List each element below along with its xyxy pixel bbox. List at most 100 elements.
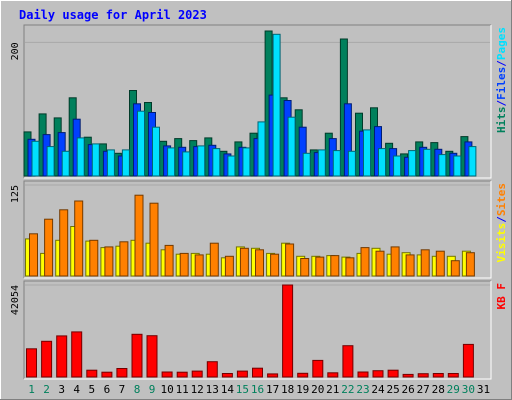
kbytes-panel: 42054 KB F <box>10 280 508 380</box>
bar <box>317 149 326 177</box>
bar <box>197 145 206 177</box>
day-labels: 1 2 3 4 5 6 7 8 9 10 11 12 13 14 15 16 17 18 19 20 21 22 23 24 2… <box>28 383 490 396</box>
bar <box>176 371 188 378</box>
bar <box>447 373 459 378</box>
bar <box>46 146 55 177</box>
panel-background <box>24 281 491 379</box>
bar <box>182 151 191 177</box>
bar <box>116 368 128 378</box>
bar <box>41 340 53 378</box>
day-label: 29 <box>447 383 460 396</box>
bar <box>74 200 84 277</box>
day-label: 31 <box>477 383 490 396</box>
bar <box>239 247 249 277</box>
bar <box>302 152 311 177</box>
day-label: 17 <box>266 383 279 396</box>
day-label: 28 <box>432 383 445 396</box>
bar <box>423 148 432 177</box>
panel-border-light <box>24 25 492 179</box>
bar <box>270 253 280 277</box>
bar <box>332 150 341 177</box>
legend: Hits/Files/Pages <box>495 27 508 133</box>
day-label: 5 <box>88 383 95 396</box>
bar <box>375 250 385 277</box>
series-kb-f <box>26 284 474 378</box>
legend-entry: Hits <box>495 107 508 134</box>
bar <box>255 249 264 277</box>
bar <box>468 146 477 177</box>
bar <box>152 126 160 177</box>
bar <box>300 258 310 277</box>
bar <box>360 247 370 277</box>
bar <box>453 155 462 177</box>
bar <box>330 255 340 277</box>
day-label: 27 <box>417 383 430 396</box>
bar <box>357 371 369 378</box>
bar <box>297 372 309 378</box>
legend-entry: Files <box>495 67 508 100</box>
bar <box>164 244 174 277</box>
day-label: 18 <box>281 383 294 396</box>
bar <box>312 359 324 378</box>
bar <box>272 33 281 177</box>
legend-entry: / <box>495 216 508 223</box>
legend-entry: / <box>495 60 508 67</box>
day-label: 24 <box>371 383 385 396</box>
bar <box>347 150 356 177</box>
bar <box>242 147 251 177</box>
bar <box>450 260 460 277</box>
bar <box>86 369 98 378</box>
day-label: 14 <box>221 383 235 396</box>
bar <box>402 373 414 378</box>
bar <box>327 372 339 378</box>
legend-entry: Visits <box>495 223 508 263</box>
day-label: 26 <box>401 383 414 396</box>
bar <box>462 343 474 378</box>
day-label: 8 <box>134 383 141 396</box>
bar <box>194 254 204 277</box>
day-label: 1 <box>28 383 35 396</box>
bar <box>121 149 130 177</box>
day-label: 16 <box>251 383 264 396</box>
bar <box>209 242 219 277</box>
bar <box>179 252 189 277</box>
bar <box>221 373 233 378</box>
day-label: 6 <box>104 383 111 396</box>
day-label: 21 <box>326 383 339 396</box>
scale-label: 125 <box>10 185 21 203</box>
bar <box>101 371 113 378</box>
day-label: 30 <box>462 383 475 396</box>
day-label: 2 <box>43 383 50 396</box>
legend-entry: Pages <box>495 27 508 60</box>
day-label: 23 <box>356 383 369 396</box>
day-label: 7 <box>119 383 126 396</box>
bar <box>408 150 417 177</box>
bar <box>146 335 158 378</box>
bar <box>435 250 445 277</box>
panel-border-shadow <box>23 280 491 379</box>
bar <box>405 254 415 277</box>
bar <box>224 255 234 277</box>
bar <box>393 155 402 177</box>
bar <box>71 331 83 378</box>
day-label: 9 <box>149 383 156 396</box>
bar <box>252 367 263 378</box>
series-sites <box>29 194 475 277</box>
panel-border-shadow <box>23 180 491 278</box>
bar <box>26 348 37 378</box>
day-label: 10 <box>160 383 173 396</box>
panel-border-light <box>24 181 492 279</box>
panel-border-shadow <box>23 24 491 178</box>
bar <box>161 371 173 378</box>
bar <box>378 148 386 177</box>
bar <box>44 218 54 277</box>
bar <box>363 129 371 177</box>
scale-label: 42054 <box>10 285 21 315</box>
bar <box>61 150 70 177</box>
bar <box>134 194 144 277</box>
day-label: 15 <box>236 383 249 396</box>
bar <box>149 202 159 277</box>
bar <box>119 241 129 277</box>
bar <box>257 121 266 177</box>
